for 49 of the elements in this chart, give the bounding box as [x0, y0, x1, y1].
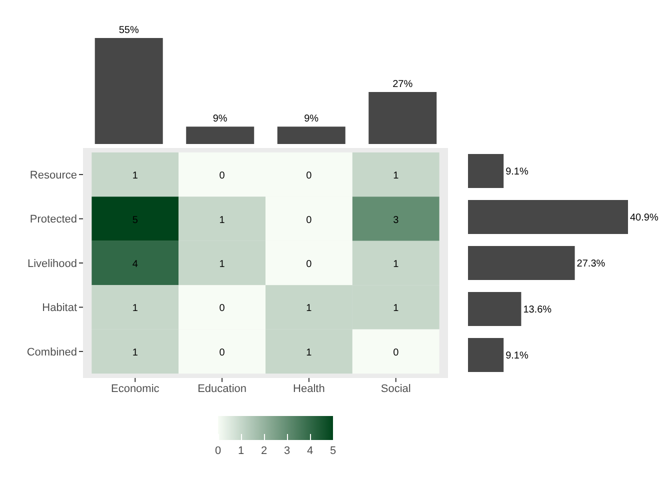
y-tick-label: Protected: [30, 214, 77, 226]
data-label: 13.6%: [523, 304, 552, 316]
data-label: 1: [306, 347, 312, 358]
color-bar-label: 2: [260, 445, 268, 457]
data-label: 1: [393, 170, 400, 182]
data-label: 27.3%: [576, 258, 606, 270]
data-label: 9.1%: [506, 350, 528, 362]
x-tick-label: Health: [293, 382, 325, 395]
color-bar-label: 3: [282, 445, 292, 457]
data-label: 55%: [118, 25, 139, 36]
bar: [468, 154, 504, 188]
y-tick-label: Habitat: [42, 302, 77, 314]
data-label: 0: [219, 303, 226, 314]
x-tick-label: Education: [198, 382, 247, 395]
data-label: 1: [393, 303, 400, 314]
data-label: 5: [132, 214, 138, 226]
color-bar-label: 4: [306, 445, 314, 457]
x-tick-label: Economic: [110, 382, 160, 395]
data-label: 4: [132, 259, 138, 270]
data-label: 9%: [212, 114, 228, 125]
data-label: 1: [306, 303, 312, 314]
data-label: 1: [132, 347, 138, 358]
data-label: 27%: [392, 78, 413, 90]
data-label: 1: [219, 214, 226, 226]
bar: [468, 292, 522, 326]
bar: [468, 338, 504, 372]
color-bar-label: 0: [214, 445, 222, 457]
bar: [468, 246, 575, 280]
bar: [468, 200, 628, 234]
color-bar-label: 1: [236, 445, 246, 457]
y-tick-label: Resource: [30, 169, 77, 182]
data-label: 9%: [304, 114, 319, 125]
data-label: 1: [393, 259, 400, 270]
data-label: 1: [132, 303, 138, 314]
data-label: 40.9%: [630, 212, 658, 224]
data-label: 0: [219, 170, 226, 182]
data-label: 1: [132, 170, 138, 182]
data-label: 0: [306, 170, 312, 182]
data-label: 1: [219, 259, 226, 270]
data-label: 0: [306, 259, 312, 270]
x-tick-label: Social: [380, 382, 411, 395]
y-tick-label: Combined: [26, 346, 77, 358]
y-tick-label: Livelihood: [27, 258, 77, 270]
data-label: 0: [219, 347, 226, 358]
data-label: 0: [393, 347, 400, 358]
data-label: 3: [393, 214, 400, 226]
data-label: 9.1%: [506, 166, 528, 178]
data-label: 0: [306, 214, 312, 226]
color-bar-label: 5: [328, 445, 338, 457]
